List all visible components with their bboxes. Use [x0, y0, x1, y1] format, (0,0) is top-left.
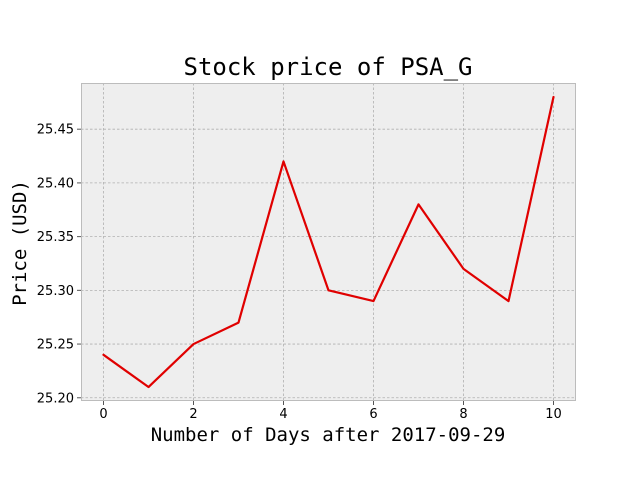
- x-tick-label: 2: [189, 407, 197, 422]
- y-axis: 25.20 25.25 25.30 25.35 25.40 25.45: [37, 123, 81, 406]
- y-tick-label: 25.20: [37, 391, 74, 406]
- x-tick-label: 4: [279, 407, 287, 422]
- plot-frame: [81, 83, 576, 401]
- x-tick-label: 10: [545, 407, 562, 422]
- y-tick-label: 25.45: [37, 123, 74, 138]
- x-axis: 0 2 4 6 8 10: [99, 401, 562, 422]
- y-tick-label: 25.25: [37, 338, 74, 353]
- x-tick-label: 8: [459, 407, 467, 422]
- x-tick-label: 0: [99, 407, 107, 422]
- x-axis-label: Number of Days after 2017-09-29: [151, 424, 506, 446]
- grid-lines: [81, 83, 576, 401]
- chart-title: Stock price of PSA_G: [184, 53, 473, 81]
- y-tick-label: 25.35: [37, 230, 74, 245]
- plot-area: [81, 83, 576, 401]
- y-tick-label: 25.40: [37, 176, 74, 191]
- x-tick-label: 6: [369, 407, 377, 422]
- y-tick-label: 25.30: [37, 284, 74, 299]
- y-axis-label: Price (USD): [9, 180, 31, 306]
- series-layer: [102, 95, 555, 389]
